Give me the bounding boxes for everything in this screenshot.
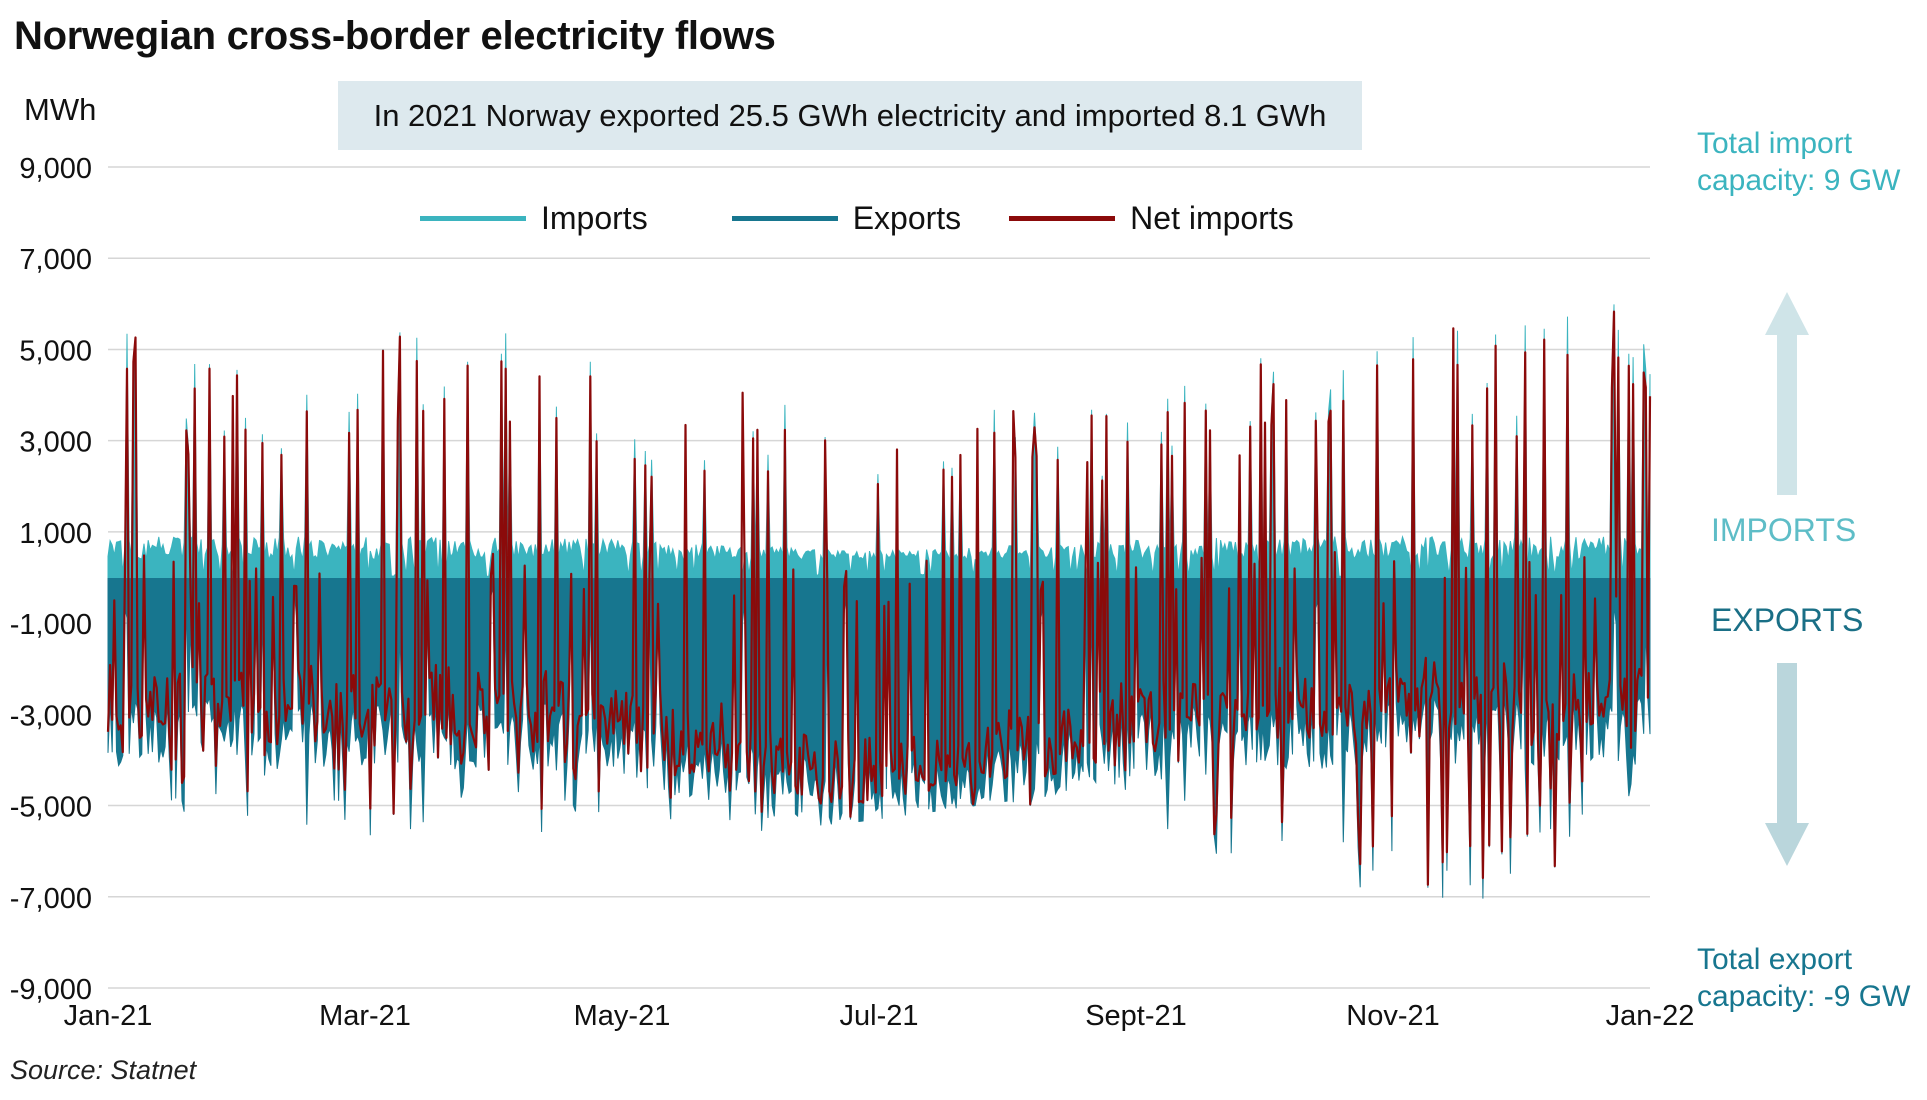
legend-label-net-imports: Net imports	[1130, 199, 1294, 236]
import-capacity-label: Total import capacity: 9 GW	[1697, 125, 1900, 199]
summary-callout: In 2021 Norway exported 25.5 GWh electri…	[338, 81, 1362, 150]
exports-arrow-head	[1765, 823, 1809, 866]
imports-arrow-head	[1765, 292, 1809, 335]
net-imports-series	[106, 310, 1652, 886]
legend-label-imports: Imports	[541, 199, 648, 236]
legend-item-imports: Imports	[420, 200, 648, 237]
y-axis-unit-label: MWh	[24, 92, 97, 127]
legend-swatch-exports	[731, 215, 838, 221]
legend-label-exports: Exports	[852, 199, 962, 236]
x-tick-label: Sept-21	[1085, 1000, 1187, 1032]
imports-side-label: IMPORTS	[1711, 512, 1857, 548]
export-capacity-label: Total export capacity: -9 GW	[1697, 941, 1910, 1015]
legend-swatch-imports	[420, 215, 526, 221]
y-tick-label: -1,000	[10, 609, 92, 641]
imports-arrow-shaft	[1777, 330, 1797, 495]
export-capacity-line-1: Total export	[1697, 943, 1853, 976]
source-note: Source: Statnet	[10, 1055, 197, 1085]
chart-title: Norwegian cross-border electricity flows	[14, 14, 776, 58]
legend-item-net-imports: Net imports	[1009, 200, 1294, 237]
x-tick-label: Jan-22	[1606, 1000, 1695, 1032]
export-capacity-line-2: capacity: -9 GW	[1697, 980, 1911, 1013]
y-tick-label: 7,000	[19, 244, 92, 276]
y-tick-label: -7,000	[10, 883, 92, 915]
legend: Imports Exports Net imports	[420, 196, 1342, 240]
y-tick-label: 9,000	[19, 153, 92, 185]
y-tick-label: -3,000	[10, 700, 92, 732]
exports-side-label: EXPORTS	[1711, 602, 1864, 638]
legend-swatch-net-imports	[1009, 215, 1116, 221]
import-capacity-line-1: Total import	[1697, 127, 1853, 160]
import-capacity-line-2: capacity: 9 GW	[1697, 164, 1901, 197]
y-tick-label: 5,000	[19, 335, 92, 367]
y-tick-label: 1,000	[19, 518, 92, 550]
x-tick-label: Jan-21	[64, 1000, 153, 1032]
x-tick-label: Jul-21	[840, 1000, 919, 1032]
summary-callout-text: In 2021 Norway exported 25.5 GWh electri…	[373, 97, 1327, 133]
legend-item-exports: Exports	[731, 199, 962, 237]
y-tick-label: -5,000	[10, 792, 92, 824]
x-tick-label: Nov-21	[1346, 1000, 1440, 1032]
y-tick-label: -9,000	[10, 974, 92, 1006]
y-tick-label: 3,000	[19, 427, 92, 459]
exports-arrow-shaft	[1777, 663, 1797, 828]
x-tick-label: May-21	[574, 1000, 671, 1032]
x-tick-label: Mar-21	[319, 1000, 411, 1032]
